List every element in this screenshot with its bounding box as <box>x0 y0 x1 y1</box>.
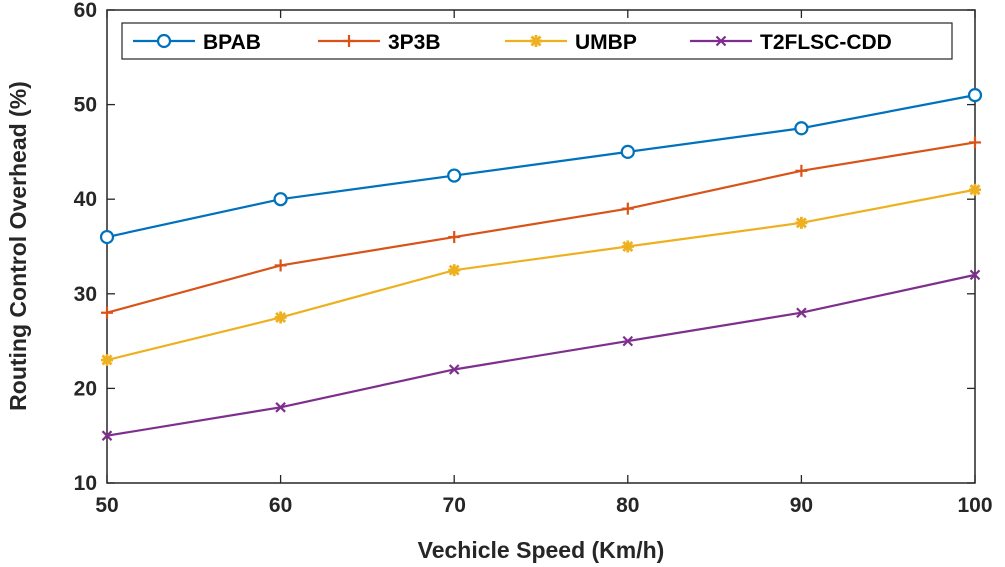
legend-marker <box>530 35 542 47</box>
legend-entry: 3P3B <box>318 31 441 54</box>
y-tick-label: 50 <box>74 94 97 117</box>
y-tick-label: 10 <box>74 472 97 495</box>
data-point <box>101 354 113 367</box>
series-line <box>106 188 976 362</box>
series-3p3b <box>101 136 981 319</box>
data-point <box>621 240 634 253</box>
legend-label: BPAB <box>203 31 261 54</box>
data-point <box>99 229 115 245</box>
data-point <box>794 121 809 136</box>
y-axis-title: Routing Control Overhead (%) <box>5 81 31 411</box>
x-axis: 50 60 70 80 90 100 <box>95 10 993 517</box>
legend-entry: UMBP <box>505 31 637 54</box>
data-point <box>273 192 288 207</box>
x-tick-label: 90 <box>790 494 813 517</box>
legend-marker <box>715 35 727 47</box>
y-tick-label: 30 <box>74 283 97 306</box>
series-umbp <box>101 183 981 367</box>
data-point <box>622 335 634 347</box>
data-point <box>620 144 635 159</box>
data-point <box>796 307 807 318</box>
series-line <box>106 141 976 314</box>
legend-label: 3P3B <box>388 31 441 54</box>
data-point <box>447 168 462 183</box>
legend-label: UMBP <box>575 31 637 54</box>
x-tick-label: 100 <box>957 494 992 517</box>
legend-marker <box>156 33 172 49</box>
series-t2flsc-cdd <box>101 269 981 441</box>
legend-entry: T2FLSC-CDD <box>690 31 892 54</box>
data-point <box>101 430 113 441</box>
x-tick-label: 70 <box>443 494 466 517</box>
plot-area <box>106 9 976 484</box>
legend-marker <box>343 35 355 47</box>
data-point <box>101 306 113 319</box>
data-point <box>969 183 981 196</box>
legend-entry: BPAB <box>133 31 261 54</box>
data-point <box>274 259 287 272</box>
data-point <box>795 216 808 229</box>
series-layer <box>99 88 983 441</box>
series-bpab <box>99 88 983 245</box>
y-tick-label: 20 <box>74 377 97 400</box>
x-tick-label: 60 <box>269 494 292 517</box>
data-point <box>795 164 808 177</box>
x-tick-label: 50 <box>95 494 118 517</box>
y-axis: 10 20 30 40 50 60 <box>74 0 975 495</box>
legend: BPAB 3P3B UMBP T2FLSC-CDD <box>121 22 953 60</box>
data-point <box>448 231 461 244</box>
x-axis-title: Vechicle Speed (Km/h) <box>418 537 665 563</box>
y-tick-label: 40 <box>74 188 97 211</box>
data-point <box>448 364 460 375</box>
data-point <box>274 311 287 324</box>
y-tick-label: 60 <box>74 0 97 22</box>
data-point <box>967 88 983 103</box>
data-point <box>448 264 461 277</box>
data-point <box>969 136 981 149</box>
legend-label: T2FLSC-CDD <box>760 31 892 54</box>
data-point <box>969 269 981 281</box>
x-tick-label: 80 <box>616 494 639 517</box>
data-point <box>621 202 634 215</box>
series-line <box>106 94 976 239</box>
data-point <box>275 402 286 413</box>
series-line <box>106 273 976 437</box>
